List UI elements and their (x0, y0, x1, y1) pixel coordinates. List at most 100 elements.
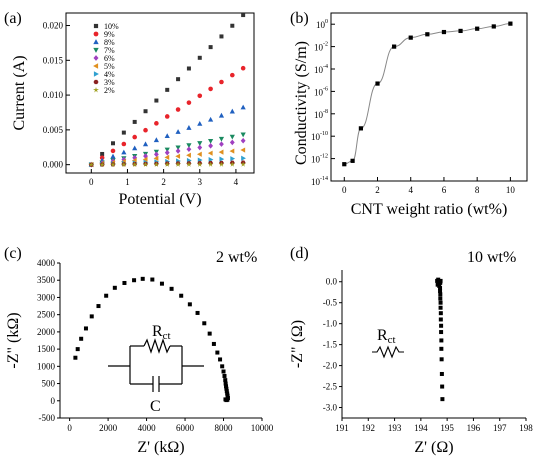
data-point-a (175, 129, 181, 134)
data-point-b (375, 81, 380, 86)
data-point-a (165, 87, 170, 92)
data-point-a (143, 109, 148, 114)
y-tick-label-b: 10-6 (314, 86, 328, 97)
capacitor-label: C (150, 398, 161, 415)
data-point-a (240, 65, 246, 71)
data-point-a (218, 161, 225, 167)
data-point-a (186, 143, 192, 149)
data-point-a (219, 156, 225, 162)
fit-line-b (344, 23, 511, 165)
legend-label-a: 8% (104, 38, 115, 47)
data-point-a (208, 157, 214, 163)
data-point-a (230, 72, 235, 78)
data-point-c (225, 391, 230, 396)
y-tick-label-d: 0.0 (326, 277, 338, 287)
data-point-a (153, 151, 159, 158)
data-point-a (229, 108, 235, 114)
data-point-c (140, 276, 145, 281)
data-point-c (179, 293, 184, 298)
legend-marker-a (93, 31, 99, 37)
data-point-c (218, 357, 223, 362)
data-point-c (215, 350, 220, 355)
data-point-c (221, 369, 226, 374)
data-point-b (425, 32, 430, 37)
x-tick-label-c: 4000 (138, 423, 157, 433)
legend-marker-a (93, 23, 99, 29)
data-point-c (224, 386, 229, 391)
y-tick-label-d: -1.5 (323, 340, 338, 350)
data-point-a (132, 155, 138, 161)
data-point-a (120, 161, 127, 168)
legend-label-a: 3% (104, 78, 115, 87)
data-point-c (220, 364, 225, 369)
data-point-c (73, 355, 78, 360)
data-point-a (218, 136, 225, 142)
data-point-a (218, 112, 225, 118)
data-point-a (153, 155, 159, 161)
data-point-a (154, 121, 159, 126)
panel-label-c: (c) (4, 245, 22, 262)
data-point-b (358, 126, 363, 131)
legend-marker-a (93, 39, 99, 45)
y-tick-label-d: -0.5 (323, 298, 338, 308)
x-tick-label-d: 194 (414, 423, 428, 433)
data-point-b (441, 29, 447, 35)
data-point-a (175, 161, 181, 167)
data-point-b (392, 44, 397, 49)
data-point-d (437, 280, 442, 285)
data-point-a (121, 156, 127, 163)
legend-marker-a (93, 86, 99, 93)
data-point-c (104, 293, 109, 298)
y-tick-label-c: 3000 (37, 292, 56, 302)
data-point-c (150, 277, 155, 282)
data-point-a (88, 161, 95, 168)
data-point-d (438, 300, 443, 305)
resistor-icon (143, 338, 171, 354)
x-tick-label-d: 192 (362, 423, 376, 433)
y-tick-label-c: -500 (39, 413, 56, 423)
data-point-a (121, 141, 127, 147)
data-point-a (186, 100, 192, 105)
legend-marker-a (93, 71, 99, 77)
legend-label-a: 5% (104, 62, 115, 71)
data-point-a (142, 161, 149, 167)
data-point-b (342, 162, 347, 167)
x-tick-label-c: 8000 (215, 423, 234, 433)
y-tick-label-a: 0.005 (43, 125, 64, 135)
y-tick-label-c: 3500 (37, 275, 56, 285)
data-point-a (111, 141, 115, 146)
y-tick-label-b: 100 (316, 19, 328, 30)
data-point-d (438, 317, 443, 322)
data-point-c (195, 310, 200, 315)
x-tick-label-d: 191 (335, 423, 349, 433)
panel-label-d: (d) (290, 245, 309, 262)
data-point-a (208, 86, 213, 92)
data-point-a (218, 149, 224, 155)
data-point-d (439, 371, 444, 376)
x-tick-label-d: 198 (519, 423, 533, 433)
data-point-a (240, 104, 246, 110)
data-point-a (132, 134, 137, 140)
y-tick-label-c: 2000 (37, 327, 56, 337)
data-point-a (154, 98, 159, 103)
data-point-a (175, 107, 181, 112)
data-point-d (439, 330, 444, 335)
x-tick-label-a: 2 (161, 177, 166, 187)
y-tick-label-a: 0.015 (43, 55, 64, 65)
x-tick-label-a: 1 (125, 177, 130, 187)
data-point-a (175, 145, 181, 151)
panel-label-a: (a) (4, 10, 22, 27)
y-tick-label-b: 10-12 (311, 154, 328, 165)
x-tick-label-b: 2 (375, 185, 380, 195)
data-point-a (229, 134, 235, 140)
x-tick-label-d: 193 (388, 423, 402, 433)
legend-marker-a (93, 79, 99, 85)
data-point-d (438, 292, 443, 297)
y-tick-label-c: 1000 (37, 361, 56, 371)
data-point-b (491, 24, 496, 29)
chart-c: 0 2000 4000 6000 8000 10000 -500 0 500 1000 1500 20… (5, 258, 274, 456)
chart-a: 0 1 2 3 4 0.000 0.005 0.010 0.015 0.020 Potential … (11, 12, 255, 208)
data-point-a (230, 23, 235, 28)
data-point-a (241, 13, 246, 18)
